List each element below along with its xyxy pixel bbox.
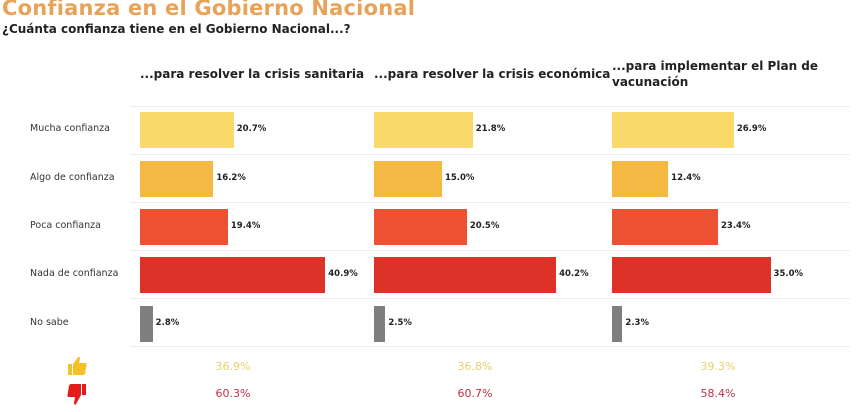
data-label-sanitaria-algo: 16.2%	[216, 173, 246, 183]
panel-header-vacunacion-line1: ...para implementar el Plan de	[612, 59, 819, 73]
data-label-sanitaria-nada: 40.9%	[328, 269, 358, 279]
bar-economica-mucha	[374, 112, 473, 148]
row-separator	[130, 250, 850, 251]
data-label-vacunacion-mucha: 26.9%	[736, 124, 767, 134]
row-separator	[130, 346, 850, 347]
positive-total-economica: 36.8%	[457, 360, 493, 373]
chart-title: Confianza en el Gobierno Nacional	[2, 0, 416, 20]
panel-header-sanitaria: ...para resolver la crisis sanitaria	[140, 67, 365, 81]
bar-sanitaria-nada	[140, 257, 326, 293]
chart-subtitle: ¿Cuánta confianza tiene en el Gobierno N…	[2, 22, 351, 36]
row-separator	[130, 202, 850, 203]
bar-vacunacion-no-sabe	[612, 306, 623, 342]
bar-economica-algo	[374, 161, 442, 197]
row-label-mucha: Mucha confianza	[30, 123, 110, 134]
row-separator	[130, 106, 850, 107]
data-label-vacunacion-nada: 35.0%	[773, 269, 804, 279]
negative-total-economica: 60.7%	[457, 387, 493, 400]
row-separator	[130, 154, 850, 155]
positive-total-sanitaria: 36.9%	[215, 360, 251, 373]
bar-vacunacion-nada	[612, 257, 771, 293]
row-label-algo: Algo de confianza	[30, 172, 115, 183]
data-label-economica-poca: 20.5%	[469, 221, 500, 231]
panel-header-economica: ...para resolver la crisis económica	[374, 67, 611, 81]
bar-vacunacion-algo	[612, 161, 669, 197]
positive-total-vacunacion: 39.3%	[700, 360, 736, 373]
bar-vacunacion-poca	[612, 209, 718, 245]
bar-sanitaria-poca	[140, 209, 228, 245]
bar-economica-nada	[374, 257, 557, 293]
row-label-no-sabe: No sabe	[30, 317, 69, 328]
data-label-sanitaria-mucha: 20.7%	[236, 124, 267, 134]
data-label-vacunacion-no-sabe: 2.3%	[625, 318, 649, 328]
row-label-poca: Poca confianza	[30, 220, 101, 231]
bar-sanitaria-no-sabe	[140, 306, 153, 342]
bar-vacunacion-mucha	[612, 112, 734, 148]
thumbs-down-icon	[67, 384, 86, 405]
row-separator	[130, 298, 850, 299]
bar-economica-no-sabe	[374, 306, 386, 342]
panel-header-vacunacion-line2: vacunación	[612, 75, 689, 89]
data-label-vacunacion-poca: 23.4%	[721, 221, 751, 231]
bar-sanitaria-algo	[140, 161, 214, 197]
data-label-sanitaria-no-sabe: 2.8%	[155, 318, 180, 328]
bar-economica-poca	[374, 209, 467, 245]
bar-sanitaria-mucha	[140, 112, 234, 148]
data-label-economica-no-sabe: 2.5%	[388, 318, 412, 328]
negative-total-vacunacion: 58.4%	[700, 387, 736, 400]
row-label-nada: Nada de confianza	[30, 268, 119, 279]
panel-header-vacunacion: ...para implementar el Plan de vacunació…	[612, 58, 818, 90]
negative-total-sanitaria: 60.3%	[215, 387, 251, 400]
data-label-economica-mucha: 21.8%	[475, 124, 506, 134]
data-label-vacunacion-algo: 12.4%	[671, 173, 701, 183]
data-label-sanitaria-poca: 19.4%	[230, 221, 261, 231]
data-label-economica-nada: 40.2%	[559, 269, 589, 279]
data-label-economica-algo: 15.0%	[444, 173, 475, 183]
thumbs-up-icon	[68, 356, 87, 375]
